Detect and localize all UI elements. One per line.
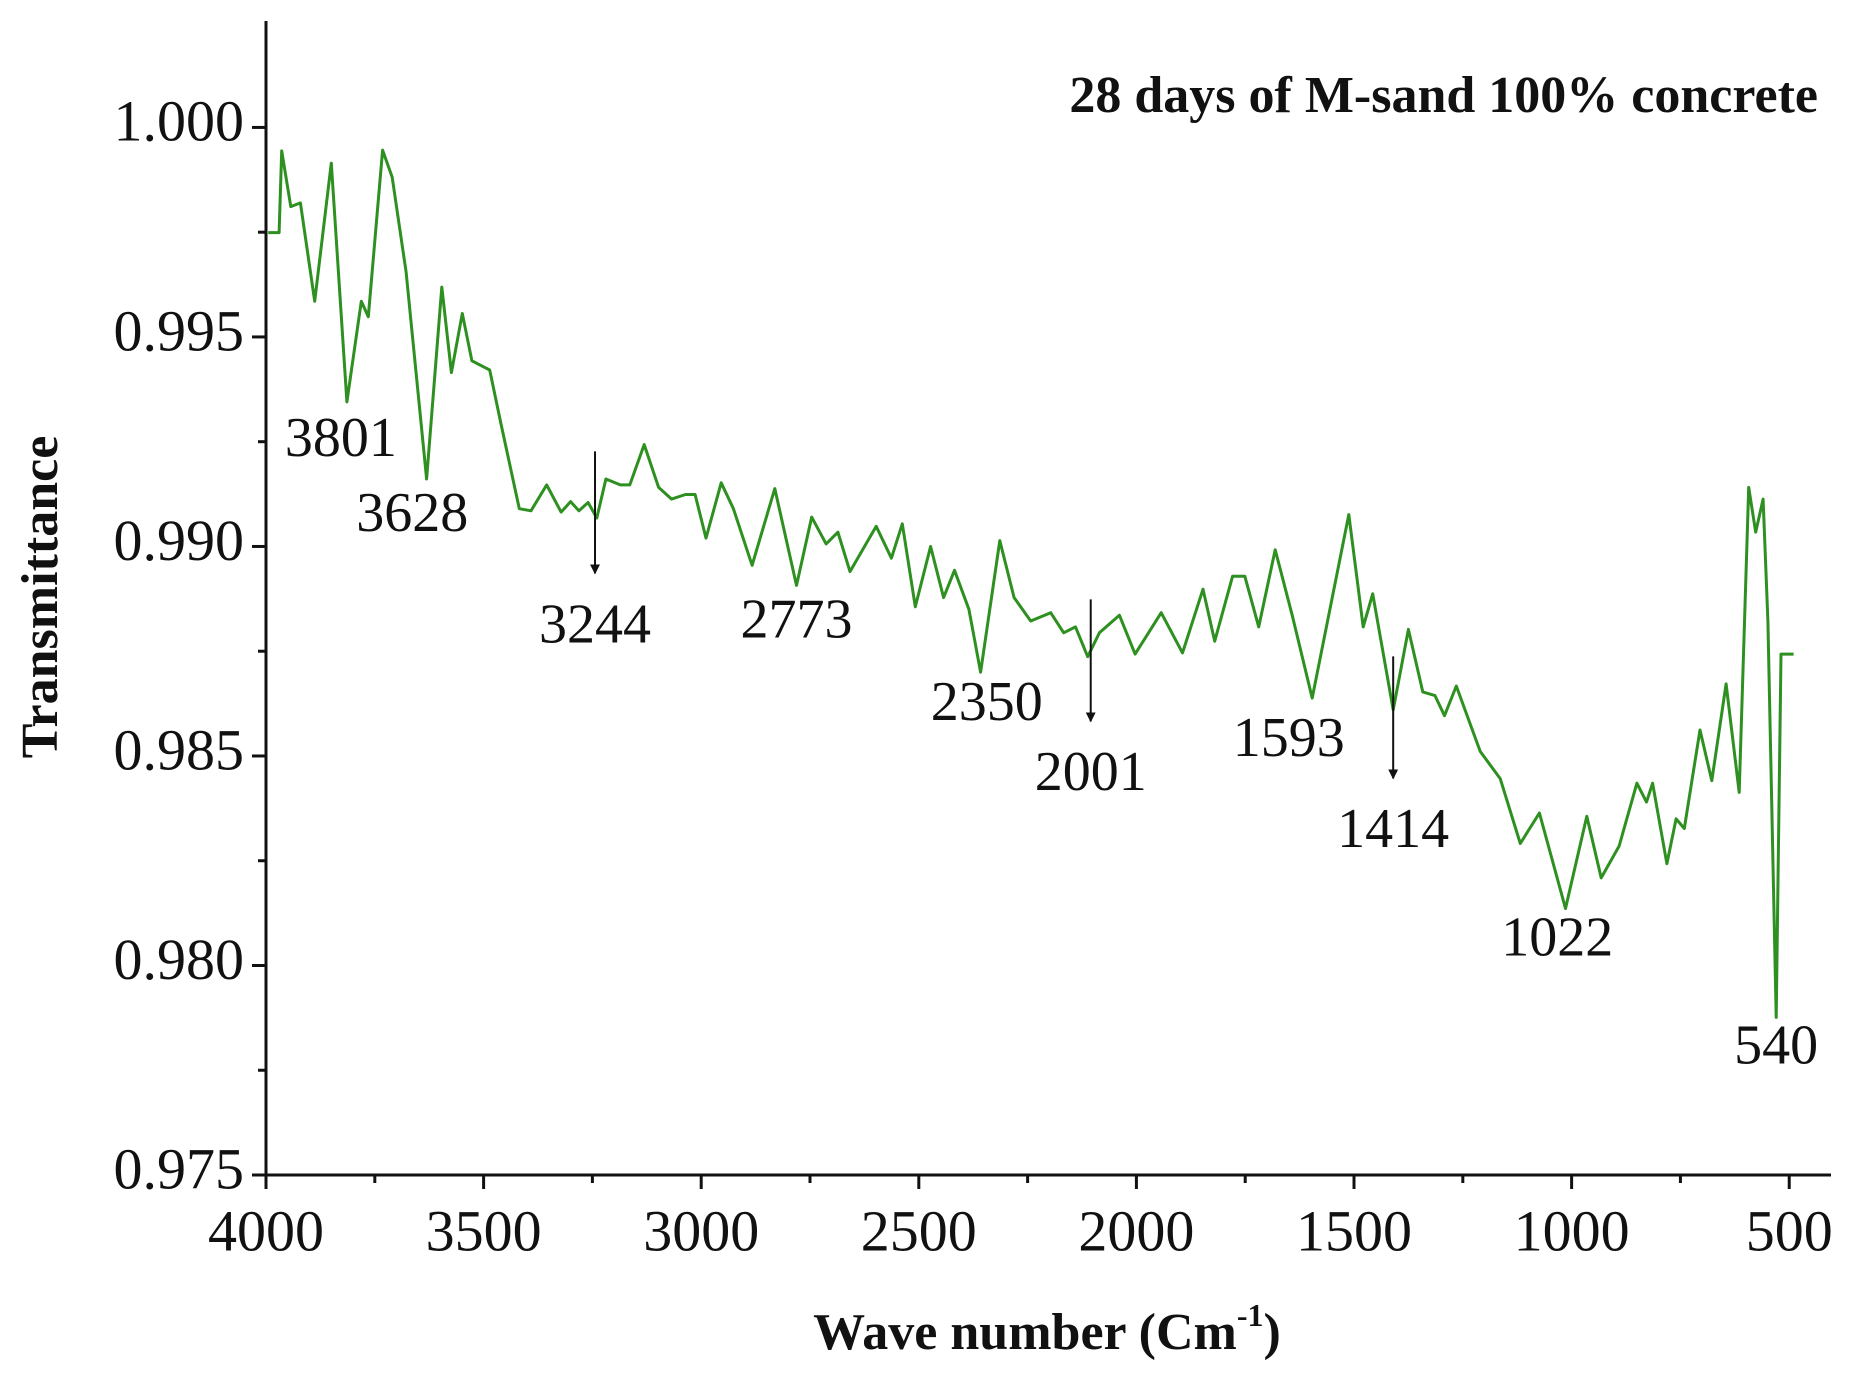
x-axis-label-suffix: ) [1264, 1304, 1281, 1361]
peak-label: 1593 [1233, 707, 1345, 769]
y-tick-label: 0.980 [114, 927, 245, 992]
x-axis-label: Wave number (Cm-1) [813, 1297, 1281, 1361]
y-tick-label: 0.985 [114, 717, 245, 782]
chart-title: 28 days of M-sand 100% concrete [1069, 67, 1818, 124]
x-tick-label: 1500 [1296, 1198, 1412, 1263]
peak-label: 2001 [1035, 741, 1147, 803]
x-tick-label: 2000 [1078, 1198, 1194, 1263]
x-tick-label: 1000 [1514, 1198, 1630, 1263]
y-tick-label: 1.000 [114, 89, 245, 154]
peak-label: 1022 [1501, 907, 1613, 969]
y-axis-label: Transmittance [12, 436, 69, 759]
x-tick-label: 3000 [643, 1198, 759, 1263]
x-axis-label-sup: -1 [1237, 1297, 1264, 1333]
y-tick-label: 0.975 [114, 1136, 245, 1201]
y-tick-label: 0.995 [114, 298, 245, 363]
spectrum-line [268, 148, 1794, 1019]
peak-label: 3628 [356, 482, 468, 544]
y-tick-label: 0.990 [114, 508, 245, 573]
x-axis-label-text: Wave number (Cm [813, 1304, 1237, 1361]
x-tick-label: 2500 [861, 1198, 977, 1263]
peak-label: 3244 [539, 593, 651, 655]
peak-label: 1414 [1337, 798, 1449, 860]
peak-label: 2773 [741, 589, 853, 651]
peak-label: 540 [1734, 1014, 1818, 1076]
peak-label: 3801 [285, 407, 397, 469]
x-tick-label: 500 [1746, 1198, 1833, 1263]
x-tick-label: 3500 [426, 1198, 542, 1263]
x-tick-label: 4000 [208, 1198, 324, 1263]
peak-label: 2350 [931, 671, 1043, 733]
